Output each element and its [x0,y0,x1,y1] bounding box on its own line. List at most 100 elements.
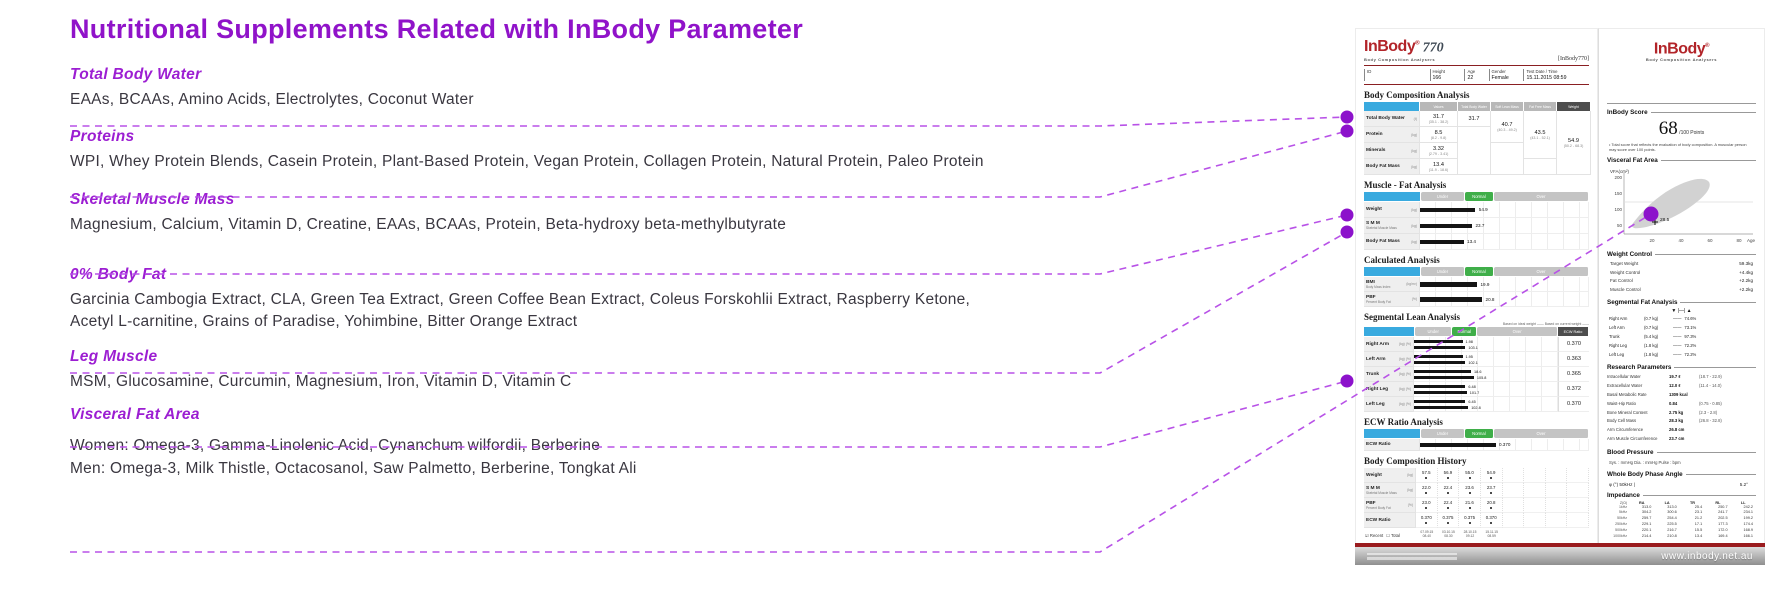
history-marker [1468,521,1471,524]
history-label-3-main: ECW Ratio [1366,517,1391,523]
seg-label-label: Right Leg [1366,387,1388,392]
section-leg-muscle: Leg Muscle MSM, Glucosamine, Curcumin, M… [70,348,572,393]
segmental-fat-markers: ▼ |—| ▲ [1671,308,1692,315]
row-pbf-unit: (%) [1411,297,1417,302]
value: 31.7 [1468,115,1480,122]
connector-dot-body-fat [1340,225,1354,239]
seg-label-unit: (kg) (%) [1398,387,1411,392]
band-header: Under Normal Over [1364,267,1590,277]
sf-label: Left Leg [1609,351,1625,357]
patient-label: Test Date / Time [1526,69,1558,75]
history-cell [1567,498,1589,514]
sf-bar: —— [1673,351,1682,357]
history-value: 56.9 [1443,470,1453,476]
bca-header-corner [1364,102,1420,112]
segmental-fat-row: Right Leg (1.8 kg) —— 72.2% [1607,342,1756,351]
rp-range: (26.8 - 32.8) [1699,418,1722,424]
brand-subtitle: Body Composition Analysers [1364,57,1436,63]
bca-row-0: Total Body Water (ℓ) [1364,111,1420,128]
band-under: Under [1421,192,1465,202]
history-marker [1425,491,1428,494]
sf-bar: —— [1673,333,1682,339]
bca-row-2-label: Minerals [1366,148,1385,153]
bca-col-fat-free-mass: Fat Free Mass [1524,102,1557,112]
section-title-blood-pressure-text: Blood Pressure [1607,448,1654,456]
time: 08.59 [1487,534,1496,539]
seg-label: Right Arm (kg) (%) [1364,337,1414,353]
history-cell: 20.8 [1480,498,1503,514]
section-heading: Leg Muscle [70,348,158,365]
sf-kg: (0.7 kg) [1644,325,1659,331]
section-title-segmental-fat-text: Segmental Fat Analysis [1607,299,1678,307]
rp-key: Basal Metabolic Rate [1607,391,1647,397]
row-pbf-label: PBF Percent Body Fat [1366,295,1391,304]
vfa-chart: VFA(cm²) 200 150 100 50 28.5 20 40 60 80 Age [1607,166,1756,246]
history-cell [1545,513,1568,529]
history-marker [1425,476,1428,479]
history-marker [1490,491,1493,494]
section-text: Garcinia Cambogia Extract, CLA, Green Te… [70,291,971,308]
section-title-visceral-fat-area: Visceral Fat Area [1607,157,1756,164]
range: (8.2 - 9.8) [1430,135,1447,140]
seg-bar-kg [1414,370,1472,373]
patient-value: Female [1491,75,1509,82]
analysis-row: Weight (kg) 54.9 [1364,202,1589,219]
rp-key: Intracellular Water [1607,374,1641,380]
bca-row-1-main: Protein [1366,132,1383,138]
bca-col-total-body-water: Total Body Water [1458,102,1491,112]
vfa-ylabel: VFA(cm²) [1610,169,1629,174]
header-rule [1364,65,1589,67]
seg-ecw-value: 0.365 [1558,367,1589,383]
bar-value: 54.9 [1478,207,1488,213]
rp-value: 0.84 [1669,400,1678,406]
impedance-value: 21.2 [1694,516,1703,521]
range: (50.2 - 68.3) [1563,143,1584,148]
history-marker [1468,506,1471,509]
history-label-1-label: S M M Skeletal Muscle Mass [1366,486,1397,495]
bca-merged-slm: 40.7 (40.3 - 49.2) [1491,111,1524,144]
sf-pct: 74.6% [1684,316,1697,322]
sf-pct: 73.1% [1684,325,1697,331]
bar-track: 20.8 [1420,292,1589,308]
footer-url: www.inbody.net.au [1661,550,1753,562]
header-corner-cell [1364,192,1421,202]
svg-text:40: 40 [1678,238,1684,243]
history-label-0-label: Weight [1366,473,1382,478]
history-value: 22.0 [1422,485,1431,491]
time: 09.12 [1465,534,1475,539]
impedance-value: 210.8 [1667,533,1677,538]
impedance-value: 174.4 [1743,522,1753,527]
history-cell [1567,513,1589,529]
seg-label-unit: (kg) (%) [1398,357,1411,362]
seg-label-unit: (kg) (%) [1398,342,1411,347]
range: (40.3 - 49.2) [1497,127,1517,132]
section-text: Women: Omega-3, Gamma-Linolenic Acid, Cy… [70,437,601,454]
time: 08.30 [1444,534,1453,539]
segmental-row-left-arm: Left Arm (kg) (%) 1.95 102.1 0.363 [1364,352,1589,368]
impedance-value: 300.6 [1667,510,1677,515]
rp-key: Bone Mineral Content [1607,409,1648,415]
rp-value: 2.75 kg [1669,409,1684,415]
seg-value-pct: 101.7 [1469,390,1480,395]
connector-dot-proteins [1340,124,1354,138]
history-cell [1567,483,1589,499]
header-corner-cell [1364,267,1421,277]
sf-kg: (0.7 kg) [1644,316,1659,322]
history-cell [1502,513,1525,529]
section-title-phase-angle-text: Whole Body Phase Angle [1607,470,1683,478]
band-normal: Normal [1464,429,1494,439]
section-heading: 0% Body Fat [70,266,167,283]
brand-block: InBody® 770 Body Composition Analysers [1364,37,1444,63]
history-date: 03.10.15 08.30 [1438,528,1460,542]
section-title-visceral-fat-area-text: Visceral Fat Area [1607,157,1658,165]
section-title-inbody-score-text: InBody Score [1607,109,1648,117]
rp-range: (0.75 - 0.85) [1699,400,1722,406]
impedance-value: 199.2 [1743,516,1753,521]
row-body-fat-mass-unit: (kg) [1411,239,1417,244]
top-rule [1607,103,1756,105]
row-bmi-label: BMI Body Mass Index [1366,280,1390,289]
value-bar [1420,282,1478,287]
bca-row-0-unit: (ℓ) [1413,116,1417,121]
analysis-row: ECW Ratio 0.370 [1364,439,1589,452]
svg-text:150: 150 [1614,191,1622,196]
